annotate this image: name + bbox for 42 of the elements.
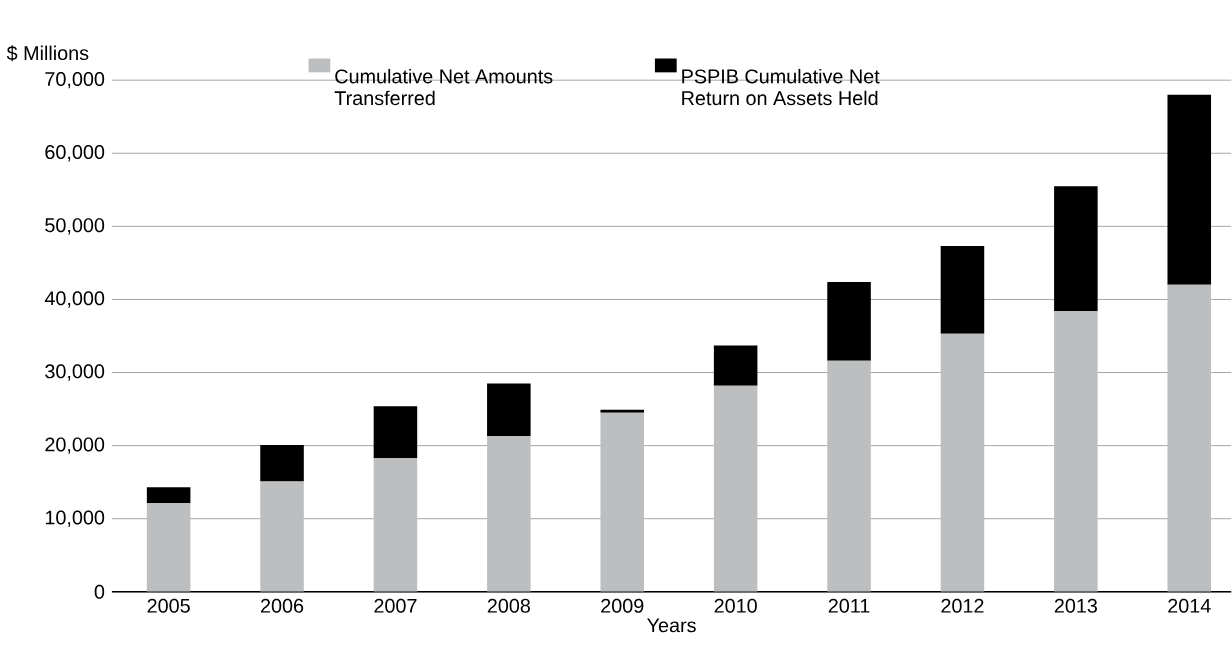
x-tick-label: 2011 [828, 598, 870, 613]
legend-label: Cumulative Net Amounts Transferred [334, 68, 553, 106]
bar [487, 383, 531, 437]
y-tick-label: 10,000 [45, 510, 105, 527]
y-tick-label: 30,000 [45, 364, 105, 381]
x-tick-label: 2006 [261, 598, 304, 613]
legend-label: PSPIB Cumulative Net Return on Assets Held [682, 68, 880, 106]
x-tick-label: 2012 [941, 598, 984, 613]
bar [146, 487, 191, 504]
bar [1054, 311, 1098, 592]
x-tick-label: 2010 [714, 598, 757, 613]
y-tick-label: 70,000 [45, 71, 105, 89]
x-tick-label: 2008 [487, 598, 530, 613]
bar [940, 333, 985, 592]
x-tick-label: 2005 [147, 598, 190, 613]
bar [600, 412, 645, 592]
y-tick-label: 40,000 [44, 291, 105, 308]
y-axis-title: $ Millions [6, 45, 89, 62]
y-tick-label: 0 [94, 584, 105, 599]
y-tick-label: 50,000 [45, 218, 105, 235]
bar [940, 246, 985, 334]
y-tick-label: 20,000 [45, 437, 105, 454]
bar [1167, 284, 1212, 592]
bar [1054, 186, 1098, 312]
bar [260, 444, 304, 482]
bar [146, 503, 191, 592]
y-tick-label: 60,000 [45, 145, 105, 162]
bar [827, 281, 871, 361]
bar [713, 385, 758, 592]
bar [373, 458, 418, 592]
bar [827, 360, 871, 592]
bar [260, 481, 304, 592]
x-tick-label: 2014 [1168, 598, 1211, 613]
x-tick-label: 2009 [601, 598, 644, 613]
x-axis-title: Years [647, 618, 696, 633]
bar [600, 409, 645, 413]
bar [487, 436, 531, 592]
x-tick-label: 2013 [1054, 598, 1098, 613]
x-tick-label: 2007 [374, 598, 417, 613]
bar [373, 406, 418, 459]
bar [1167, 94, 1212, 285]
bar [713, 345, 758, 386]
